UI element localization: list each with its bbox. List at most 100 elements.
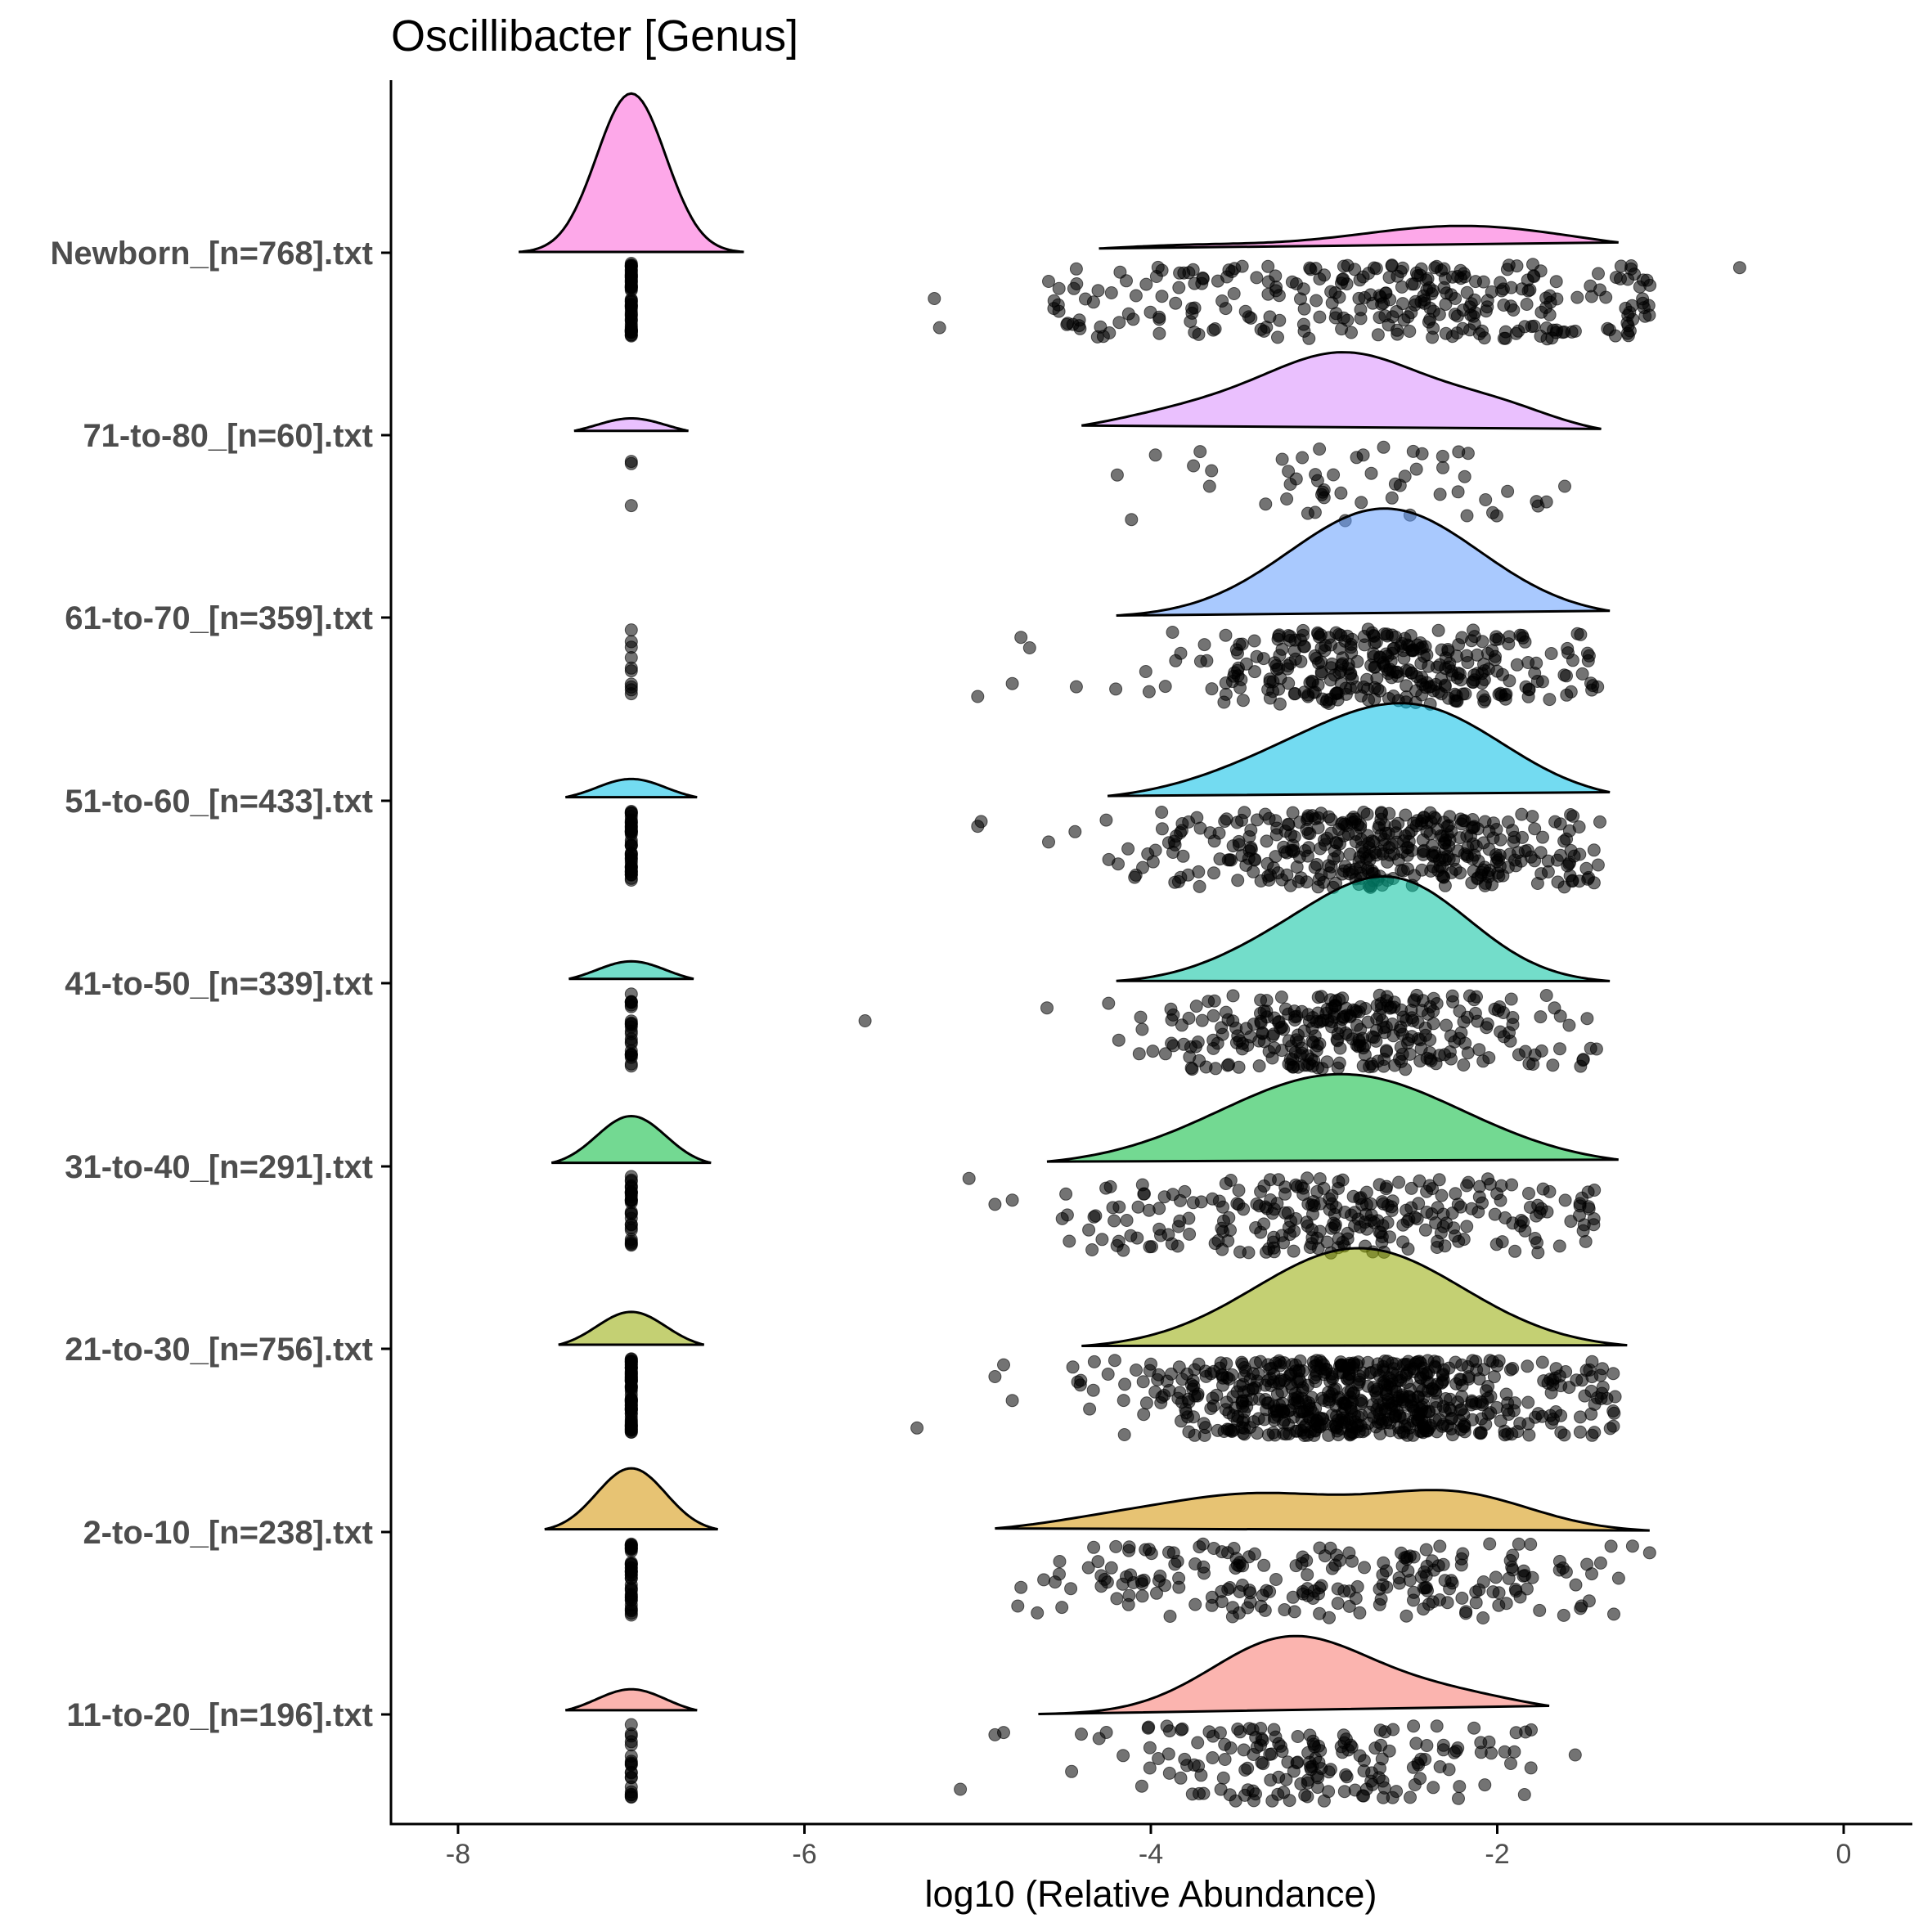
- data-point: [1091, 284, 1105, 298]
- data-point: [1101, 1368, 1115, 1381]
- data-point: [1308, 649, 1322, 663]
- data-point: [1320, 831, 1334, 845]
- data-point: [1139, 277, 1153, 291]
- data-point: [1521, 273, 1534, 287]
- data-point: [1052, 281, 1066, 295]
- group-7: [544, 1467, 1656, 1624]
- data-point: [1247, 634, 1261, 648]
- data-point: [1258, 1378, 1272, 1392]
- data-point: [1492, 1598, 1506, 1612]
- data-point: [1476, 635, 1489, 649]
- data-point: [1421, 272, 1435, 285]
- data-point: [1288, 633, 1302, 647]
- data-point: [1242, 1246, 1256, 1260]
- data-point: [1566, 654, 1579, 667]
- data-point: [1587, 843, 1601, 857]
- y-tick-label: 31-to-40_[n=291].txt: [65, 1149, 373, 1185]
- data-point: [1636, 273, 1650, 287]
- data-point: [1411, 1390, 1425, 1404]
- data-point: [1498, 1428, 1512, 1442]
- data-point: [1430, 1719, 1444, 1733]
- data-point: [1558, 1193, 1572, 1207]
- data-point: [1472, 1043, 1486, 1057]
- data-point: [1619, 301, 1633, 315]
- data-point: [624, 1790, 638, 1804]
- jitter-points: [624, 987, 1603, 1076]
- data-point: [1443, 810, 1457, 824]
- data-point: [1478, 1778, 1492, 1792]
- data-point: [1579, 1234, 1593, 1248]
- data-point: [1141, 1721, 1155, 1735]
- data-point: [1498, 1745, 1512, 1759]
- data-point: [1620, 326, 1634, 340]
- data-point: [1388, 477, 1402, 491]
- data-point: [1461, 1046, 1475, 1060]
- data-point: [1543, 693, 1557, 707]
- data-point: [1494, 1414, 1507, 1428]
- data-point: [1413, 1054, 1427, 1068]
- data-point: [1298, 844, 1312, 857]
- data-point: [1260, 1010, 1274, 1024]
- data-point: [1306, 1592, 1320, 1605]
- data-point: [1560, 669, 1573, 683]
- data-point: [1547, 1412, 1560, 1426]
- data-point: [1471, 871, 1485, 885]
- x-tick-label: -2: [1485, 1839, 1509, 1870]
- data-point: [1254, 1722, 1268, 1735]
- data-point: [1346, 1189, 1360, 1203]
- data-point: [1412, 1197, 1426, 1211]
- data-point: [1104, 1561, 1118, 1575]
- data-point: [1139, 665, 1152, 678]
- data-point: [1581, 872, 1595, 886]
- outlier-point: [1040, 1001, 1054, 1015]
- data-point: [1392, 1175, 1406, 1189]
- data-point: [1313, 1037, 1327, 1051]
- data-point: [1562, 1018, 1576, 1032]
- data-point: [1200, 654, 1214, 667]
- data-point: [1297, 302, 1311, 316]
- data-point: [1142, 685, 1156, 699]
- data-point: [1287, 843, 1301, 857]
- data-point: [1042, 835, 1055, 849]
- data-point: [1242, 1550, 1256, 1564]
- data-point: [1602, 323, 1616, 337]
- data-point: [1607, 1406, 1621, 1420]
- data-point: [1328, 286, 1342, 299]
- data-point: [1289, 1559, 1303, 1573]
- data-point: [1418, 1028, 1432, 1042]
- data-point: [1460, 509, 1474, 523]
- data-point: [1254, 1738, 1268, 1752]
- group-3: [565, 702, 1611, 894]
- data-point: [1428, 811, 1442, 825]
- zero-density-ridge: [568, 959, 694, 981]
- data-point: [1342, 1362, 1356, 1375]
- data-point: [1280, 492, 1294, 505]
- data-point: [1422, 315, 1436, 329]
- data-point: [1134, 1779, 1148, 1793]
- data-point: [1370, 672, 1384, 685]
- outlier-point: [1022, 641, 1036, 654]
- data-point: [1220, 1058, 1234, 1072]
- data-point: [1506, 1548, 1520, 1562]
- data-point: [1377, 1365, 1391, 1379]
- data-point: [1433, 1760, 1447, 1773]
- data-point: [1528, 1232, 1542, 1245]
- data-point: [1454, 272, 1468, 285]
- data-point: [1219, 1177, 1233, 1190]
- data-point: [1109, 682, 1123, 696]
- data-point: [1229, 1794, 1242, 1808]
- data-point: [1427, 284, 1440, 298]
- data-point: [1611, 1571, 1625, 1585]
- data-point: [1193, 1054, 1206, 1067]
- data-point: [1197, 1786, 1211, 1800]
- data-point: [1143, 1543, 1156, 1557]
- data-point: [1501, 815, 1515, 829]
- abundance-density-ridge: [1116, 874, 1611, 982]
- data-point: [1297, 1024, 1311, 1038]
- data-point: [1232, 1060, 1246, 1074]
- data-point: [1485, 644, 1499, 658]
- data-point: [1108, 1354, 1121, 1368]
- data-point: [1279, 1772, 1293, 1786]
- data-point: [1331, 1034, 1345, 1048]
- data-point: [1400, 690, 1413, 704]
